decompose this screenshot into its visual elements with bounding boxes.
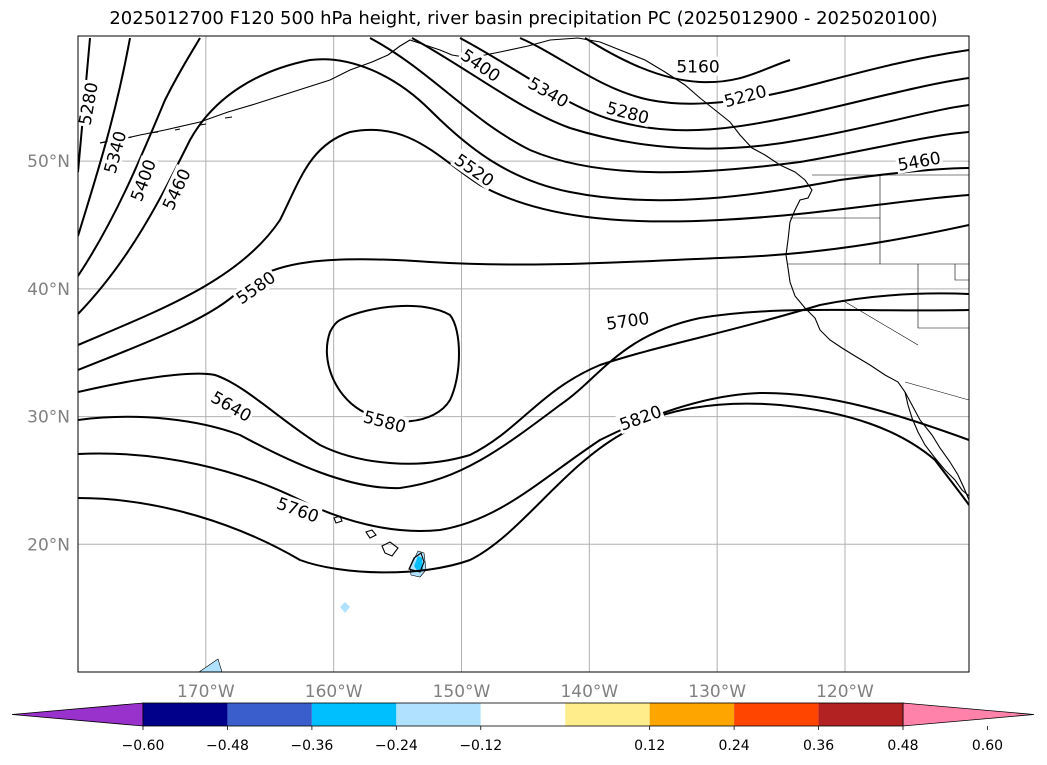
coastlines (99, 37, 969, 573)
lat-tick-label: 40°N (27, 280, 70, 300)
contour-label-bg (674, 56, 721, 76)
colorbar-tick-label: 0.12 (634, 738, 665, 754)
lat-tick-label: 20°N (27, 535, 70, 555)
colorbar-segment (734, 703, 819, 726)
contour-label-bg (720, 80, 770, 111)
contour-label-bg (456, 43, 506, 86)
map-frame (77, 35, 970, 673)
contour-5340-left (78, 37, 131, 237)
colorbar-segment (565, 703, 650, 726)
contour-label: 5160 (674, 56, 721, 78)
island-hawaii-oahu (365, 529, 377, 539)
colorbar-tick-label: −0.12 (459, 738, 502, 754)
lat-tick-label: 50°N (27, 152, 70, 172)
contour-label-bg (603, 97, 653, 128)
precip-patch-small (340, 602, 350, 613)
colorbar-tick-label: −0.48 (206, 738, 249, 754)
contour-5760 (78, 391, 969, 532)
lon-tick-label: 160°W (305, 682, 363, 702)
contour-5400-right (369, 37, 969, 174)
colorbar-segment (143, 703, 228, 726)
colorbar-segment (818, 703, 903, 726)
colorbar: −0.60 −0.48 −0.36 −0.24 −0.12 0.12 0.24 0.36 0.4… (11, 702, 1035, 754)
contour-label-bg (99, 127, 130, 177)
contour-label-bg (74, 79, 102, 128)
colorbar-segment (649, 703, 735, 726)
height-contours (78, 37, 969, 574)
colorbar-tick-label: 0.24 (719, 738, 750, 754)
contour-5580-outer (78, 224, 969, 371)
lon-tick-label: 170°W (177, 682, 235, 702)
lon-tick-label: 150°W (433, 682, 491, 702)
lon-tick-label: 140°W (560, 682, 618, 702)
political-borders (788, 174, 969, 401)
colorbar-tick-label: −0.36 (290, 738, 333, 754)
colorbar-tick-label: 0.60 (972, 738, 1003, 754)
contour-5700 (78, 308, 969, 490)
contour-5160 (584, 37, 791, 84)
colorbar-tick-label: 0.36 (803, 738, 834, 754)
contour-5400-left (78, 37, 201, 277)
colorbar-extend-high (902, 702, 1035, 727)
contour-label-bg (524, 72, 574, 112)
contour-5640 (78, 292, 969, 465)
contour-5340-right (411, 37, 969, 150)
contour-5820 (78, 402, 969, 574)
lon-tick-label: 120°W (816, 682, 874, 702)
island-hawaii-maui (381, 541, 399, 557)
contour-label-bg (615, 400, 666, 435)
contour-label-bg (273, 492, 323, 527)
lat-tick-label: 30°N (27, 408, 70, 428)
coast-aleutians (99, 116, 233, 144)
lon-tick-label: 130°W (688, 682, 746, 702)
contour-5520 (78, 128, 969, 346)
colorbar-tick-label: −0.60 (122, 738, 165, 754)
colorbar-frame (142, 702, 904, 727)
contour-label-bg (231, 266, 280, 309)
coast-baja (904, 391, 969, 497)
contour-label-bg (603, 307, 652, 333)
colorbar-segment (480, 703, 566, 726)
colorbar-tick-label: 0.48 (887, 738, 918, 754)
coast-alaska (99, 37, 969, 501)
contour-5460-left (78, 58, 969, 315)
colorbar-tick-label: −0.24 (375, 738, 418, 754)
contour-label-bg (894, 147, 944, 175)
contour-label-bg (125, 155, 160, 206)
map-plot-area (78, 36, 969, 672)
contour-5580-closed (325, 305, 460, 423)
contour-label-bg (360, 406, 410, 437)
axis-labels: 20°N 30°N 40°N 50°N 170°W 160°W 150°W 140°W 130°… (27, 152, 874, 702)
precip-patch-hawaii-core (414, 556, 423, 572)
colorbar-segment (311, 703, 397, 726)
colorbar-extend-low (11, 702, 144, 727)
colorbar-segment (227, 703, 312, 726)
contour-label-bg (450, 148, 499, 191)
contour-label: 5700 (603, 307, 652, 335)
contour-label-text: 5160 (676, 58, 719, 78)
border-us-mexico (904, 381, 969, 401)
colorbar-segment (396, 703, 481, 726)
border-state-lines (788, 175, 969, 346)
map-title: 2025012700 F120 500 hPa height, river ba… (109, 8, 938, 29)
precip-patch-bottom (198, 658, 223, 672)
contour-label-bg (157, 164, 195, 214)
contour-label-bg (206, 386, 257, 426)
